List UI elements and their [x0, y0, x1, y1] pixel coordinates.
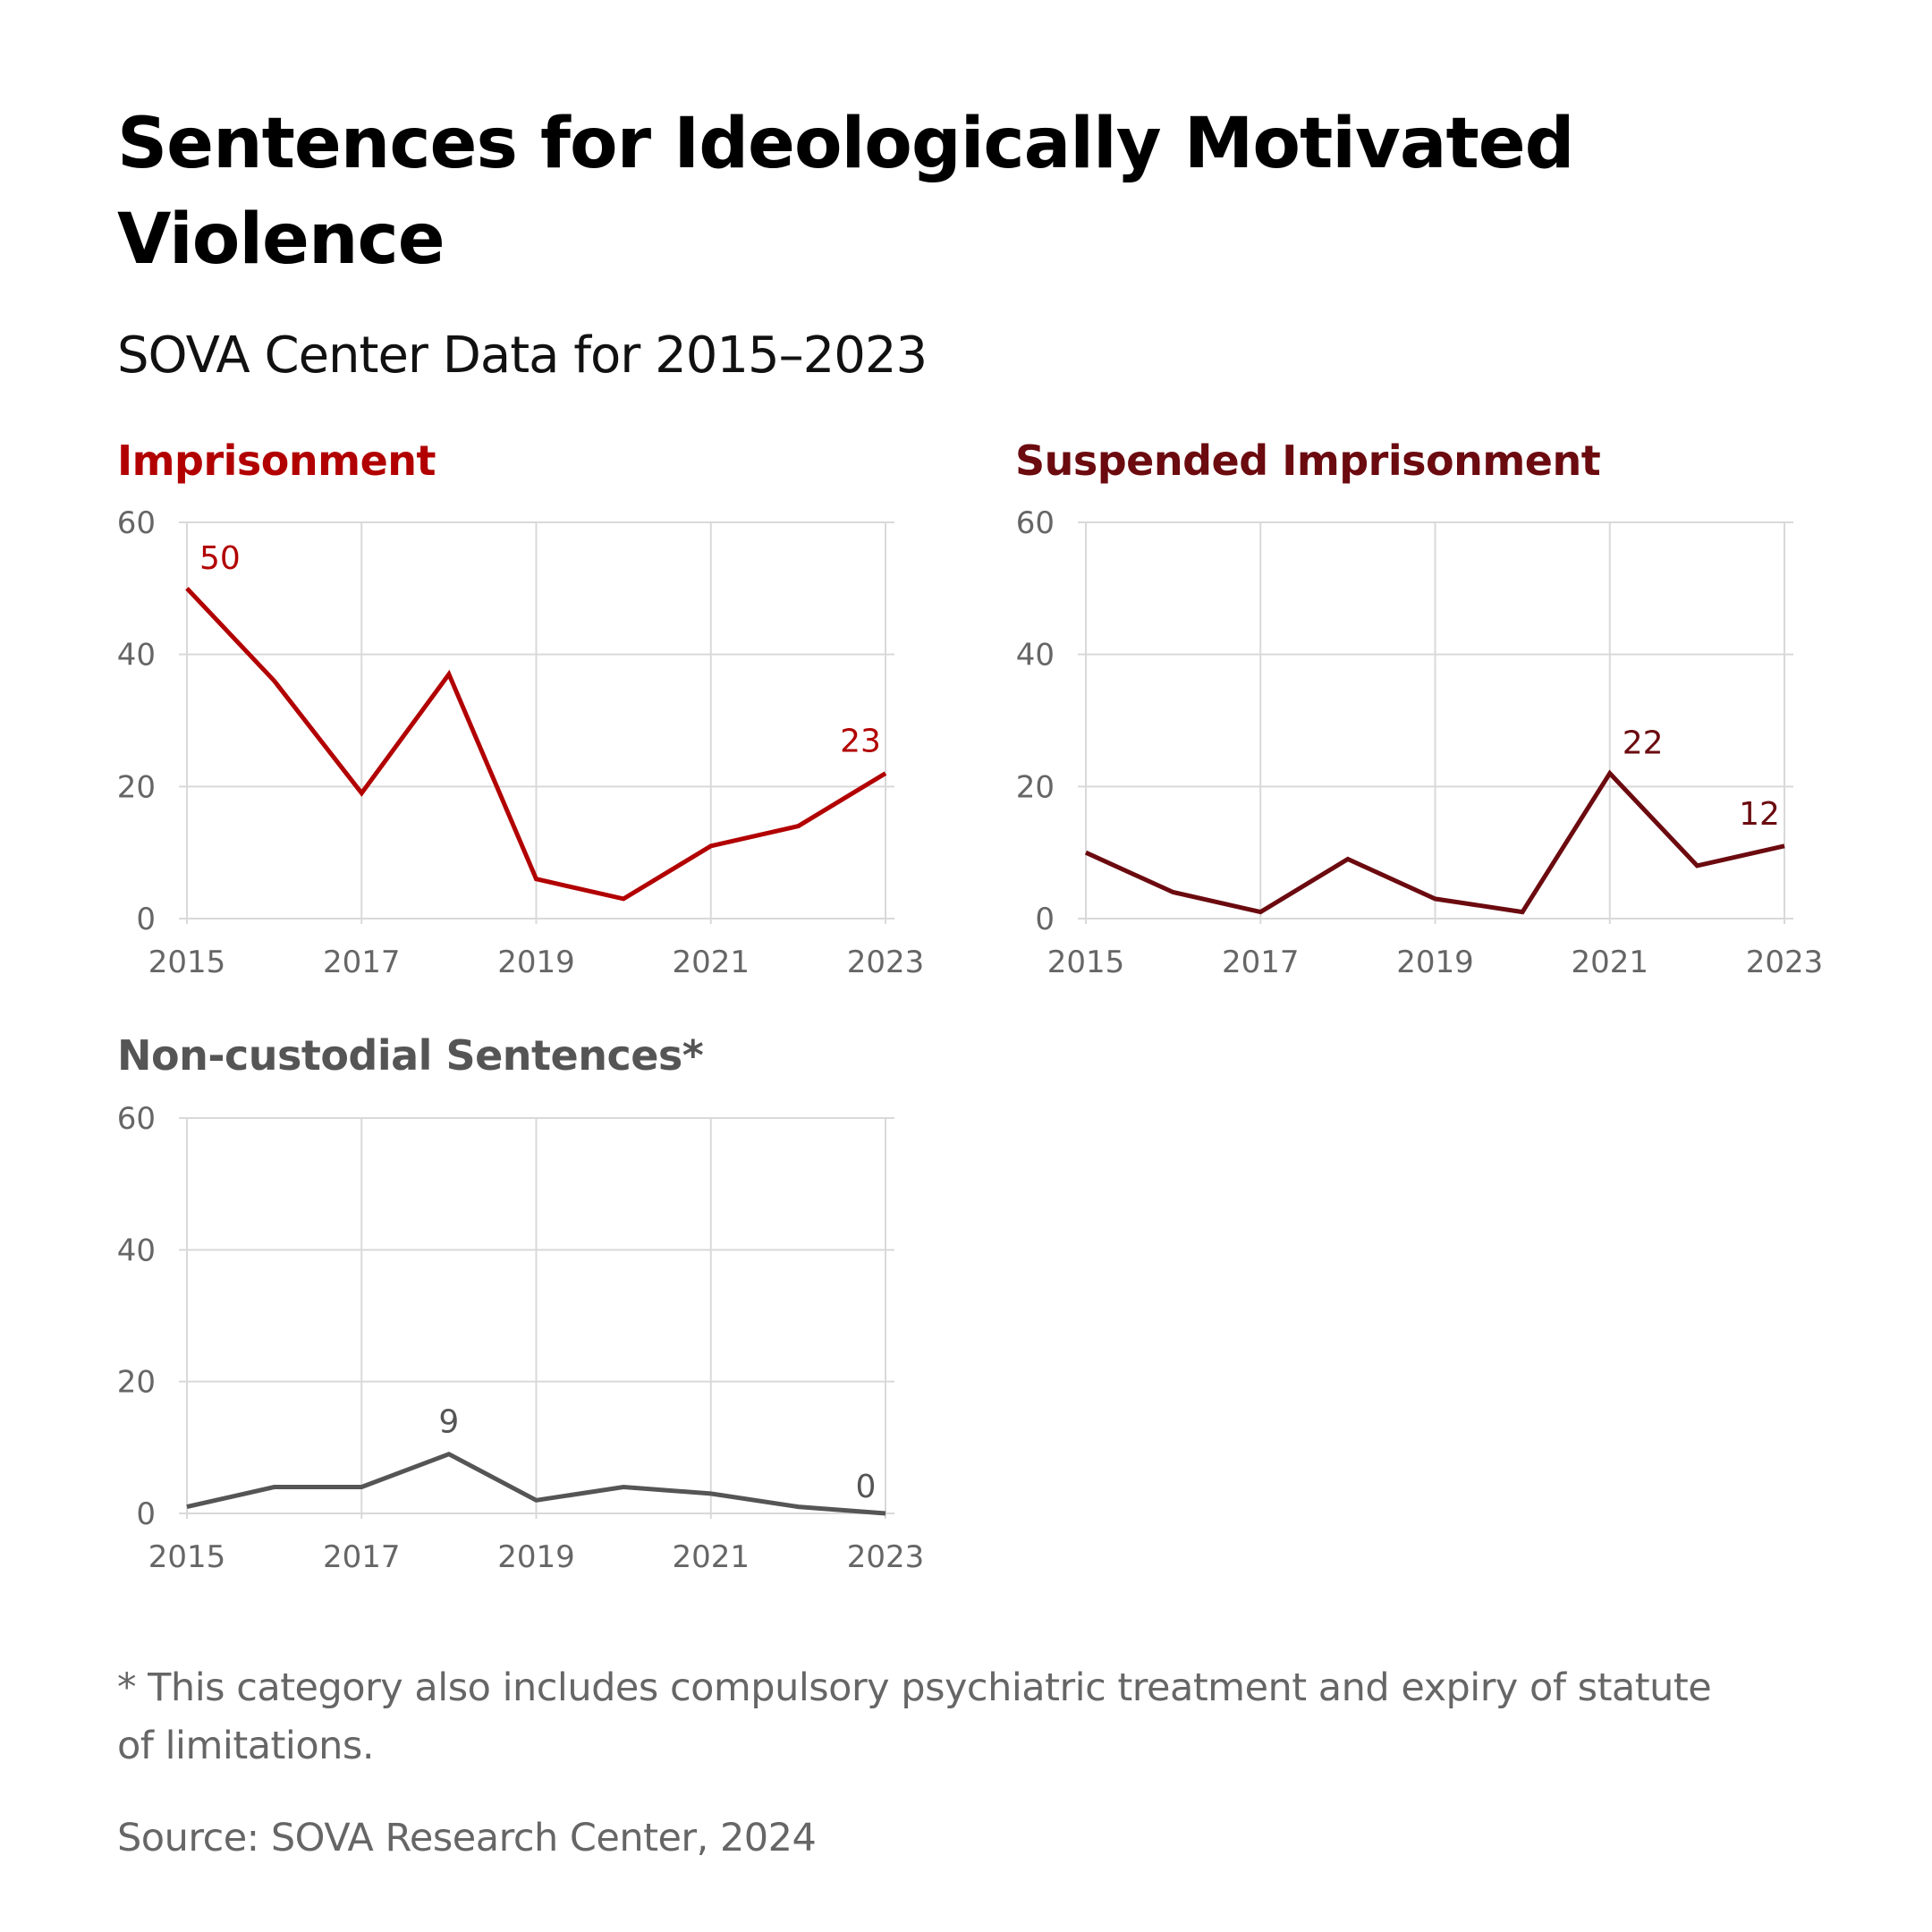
y-tick-label: 60 — [117, 505, 156, 541]
x-tick-label: 2017 — [323, 945, 401, 980]
x-tick-label: 2015 — [148, 945, 226, 980]
y-tick-label: 0 — [136, 1496, 156, 1532]
y-tick-label: 40 — [117, 638, 156, 674]
y-tick-label: 0 — [1035, 902, 1055, 937]
data-label: 23 — [840, 724, 881, 760]
noncustodial-point-2021 — [708, 1491, 714, 1496]
data-label: 9 — [438, 1404, 459, 1441]
suspended-series-line — [1084, 769, 1785, 915]
x-tick-label: 2023 — [847, 1539, 925, 1575]
y-tick-label: 0 — [136, 902, 156, 937]
x-tick-label: 2021 — [672, 1539, 750, 1575]
noncustodial-point-2015 — [184, 1504, 190, 1510]
page-subtitle: SOVA Center Data for 2015–2023 — [117, 326, 928, 385]
data-label: 22 — [1623, 725, 1664, 762]
x-tick-label: 2019 — [1396, 945, 1474, 980]
data-label: 0 — [856, 1469, 877, 1505]
source-note: Source: SOVA Research Center, 2024 — [117, 1816, 817, 1860]
x-tick-label: 2015 — [1047, 945, 1125, 980]
x-tick-label: 2023 — [847, 945, 925, 980]
noncustodial-point-2023 — [883, 1511, 888, 1516]
data-label: 50 — [199, 540, 241, 577]
y-tick-label: 40 — [117, 1233, 156, 1268]
x-tick-label: 2023 — [1746, 945, 1824, 980]
y-tick-label: 60 — [1016, 505, 1055, 541]
noncustodial-point-2018 — [446, 1452, 452, 1457]
x-tick-label: 2017 — [1222, 945, 1300, 980]
footnote: * This category also includes compulsory… — [117, 1665, 1712, 1768]
x-tick-label: 2015 — [148, 1539, 226, 1575]
x-tick-label: 2017 — [323, 1539, 401, 1575]
x-tick-label: 2021 — [1571, 945, 1648, 980]
x-tick-label: 2019 — [497, 1539, 575, 1575]
noncustodial-point-2016 — [272, 1485, 277, 1490]
imprisonment-series-line — [185, 587, 887, 902]
noncustodial-point-2017 — [359, 1485, 364, 1490]
x-tick-label: 2019 — [497, 945, 575, 980]
y-tick-label: 20 — [117, 769, 156, 805]
chart-title-suspended: Suspended Imprisonment — [1015, 436, 1601, 485]
chart-title-noncustodial: Non-custodial Sentences* — [117, 1031, 704, 1080]
x-tick-label: 2021 — [672, 945, 750, 980]
y-tick-label: 40 — [1016, 638, 1055, 674]
noncustodial-point-2022 — [795, 1504, 801, 1510]
chart-title-imprisonment: Imprisonment — [117, 436, 436, 485]
y-tick-label: 60 — [117, 1101, 156, 1137]
noncustodial-series-line — [186, 1451, 886, 1516]
page-title: Sentences for Ideologically Motivated Vi… — [117, 104, 1575, 280]
data-label: 12 — [1739, 796, 1780, 833]
noncustodial-point-2019 — [534, 1497, 539, 1503]
noncustodial-point-2020 — [621, 1485, 626, 1490]
y-tick-label: 20 — [117, 1365, 156, 1401]
y-tick-label: 20 — [1016, 769, 1055, 805]
